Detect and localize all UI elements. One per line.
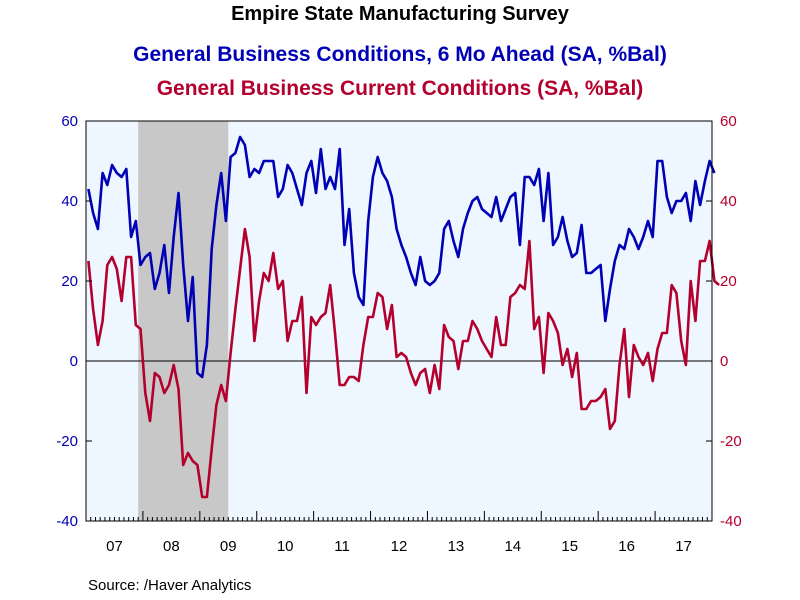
series-layer [87,135,720,499]
legend-entry-6mo-ahead: General Business Conditions, 6 Mo Ahead … [133,43,667,66]
x-tick-label: 13 [448,538,465,555]
x-tick-label: 11 [334,538,350,555]
y-tick-label-left: 20 [61,273,78,290]
source-note: Source: /Haver Analytics [88,577,252,594]
chart-title: Empire State Manufacturing Survey [231,3,569,25]
series-line-6mo-ahead [87,135,716,379]
y-tick-label-left: -20 [56,433,78,450]
y-tick-label-right: 40 [720,193,737,210]
x-tick-label: 08 [163,538,180,555]
y-tick-label-left: -40 [56,513,78,530]
x-tick-label: 14 [504,538,521,555]
y-tick-label-left: 0 [70,353,78,370]
x-tick-label: 16 [618,538,635,555]
legend-entry-current: General Business Current Conditions (SA,… [156,77,644,100]
x-tick-label: 09 [220,538,237,555]
series-line-current [87,227,720,499]
x-tick-label: 07 [106,538,123,555]
axes-layer: 60 60 40 40 20 20 0 0 -20 -20 -40 -40 07 08 09 10 11 12 13… [56,113,741,555]
y-tick-label-left: 40 [61,193,78,210]
y-tick-label-right: 20 [720,273,737,290]
y-tick-label-right: -40 [720,513,742,530]
x-tick-label: 12 [391,538,408,555]
x-tick-label: 17 [675,538,692,555]
y-tick-label-right: -20 [720,433,742,450]
y-tick-label-left: 60 [61,113,78,130]
x-tick-label: 15 [561,538,578,555]
x-tick-label: 10 [277,538,294,555]
y-tick-label-right: 0 [720,353,728,370]
y-tick-label-right: 60 [720,113,737,130]
